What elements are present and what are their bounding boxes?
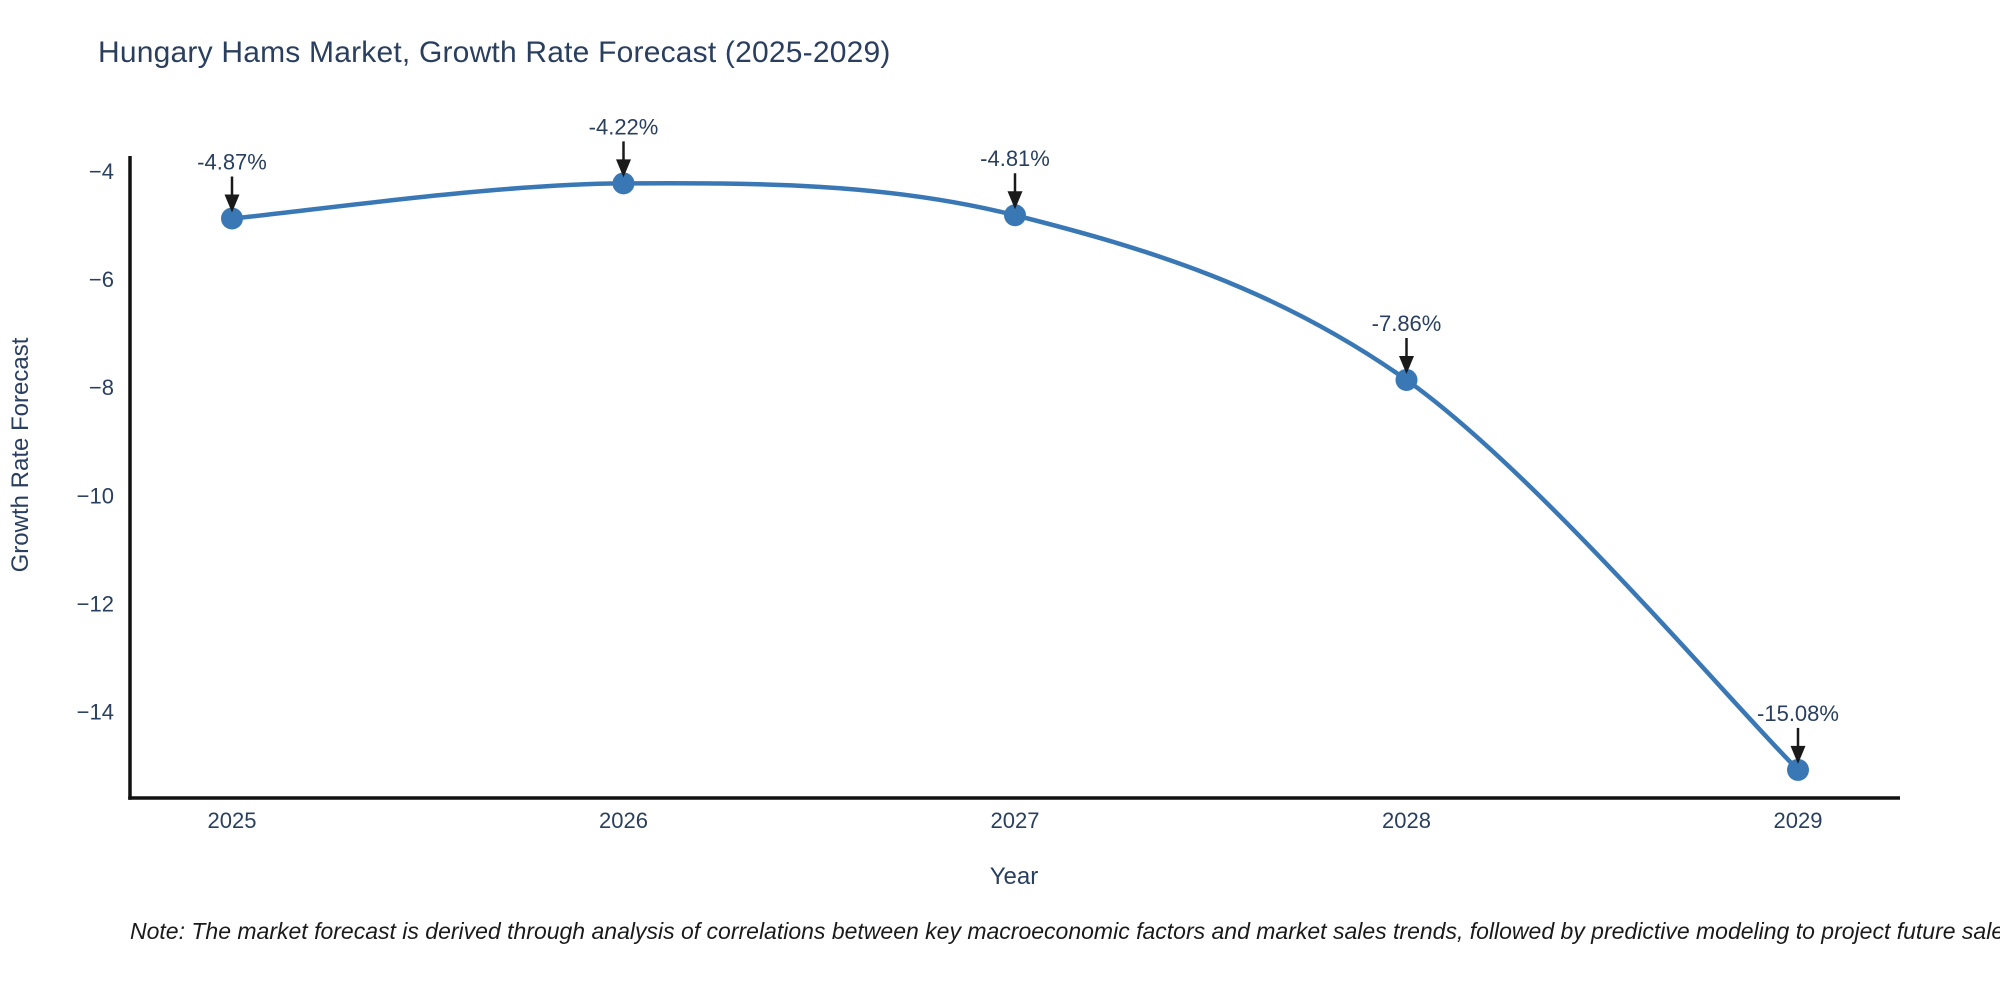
forecast-line	[231, 181, 1800, 772]
point-value-label: -4.87%	[197, 149, 267, 174]
x-tick-label: 2027	[991, 808, 1040, 833]
data-point[interactable]	[1004, 204, 1026, 227]
data-point[interactable]	[221, 207, 243, 230]
y-tick-label: −14	[77, 699, 114, 724]
y-tick-label: −4	[89, 159, 114, 184]
point-value-label: -7.86%	[1372, 311, 1442, 336]
series-group	[221, 172, 1809, 781]
data-point[interactable]	[1787, 758, 1809, 781]
chart-title: Hungary Hams Market, Growth Rate Forecas…	[98, 36, 891, 69]
point-value-label: -4.81%	[980, 146, 1050, 171]
x-axis-ticks: 2025 2026 2027 2028 2029	[208, 808, 1823, 833]
annotation-arrowhead-icon	[224, 194, 240, 213]
x-tick-label: 2028	[1382, 808, 1431, 833]
y-tick-label: −12	[77, 591, 114, 616]
point-value-label: -15.08%	[1757, 701, 1839, 726]
annotations-group: -4.87% -4.22% -4.81% -7.86% -15.08%	[197, 114, 1839, 764]
annotation-arrowhead-icon	[1007, 191, 1023, 210]
point-value-label: -4.22%	[589, 114, 659, 139]
annotation-arrowhead-icon	[1399, 355, 1414, 374]
x-tick-label: 2026	[599, 808, 648, 833]
y-tick-label: −10	[77, 483, 114, 508]
y-tick-label: −8	[89, 375, 114, 400]
y-axis-title: Growth Rate Forecast	[7, 337, 34, 572]
data-point[interactable]	[612, 172, 635, 195]
data-point[interactable]	[1395, 368, 1418, 391]
y-axis-ticks: −4 −6 −8 −10 −12 −14	[77, 159, 114, 724]
growth-rate-line-chart: −4 −6 −8 −10 −12 −14 2025 2026 2027 2028 2029 -4.…	[7, 114, 1900, 890]
annotation-arrowhead-icon	[616, 159, 631, 178]
y-tick-label: −6	[89, 267, 114, 292]
annotation-arrowhead-icon	[1790, 745, 1806, 764]
footnote: Note: The market forecast is derived thr…	[130, 918, 2000, 944]
x-axis-title: Year	[990, 863, 1039, 890]
x-tick-label: 2029	[1774, 808, 1823, 833]
footnote-container: Note: The market forecast is derived thr…	[130, 918, 2000, 945]
x-tick-label: 2025	[208, 808, 257, 833]
